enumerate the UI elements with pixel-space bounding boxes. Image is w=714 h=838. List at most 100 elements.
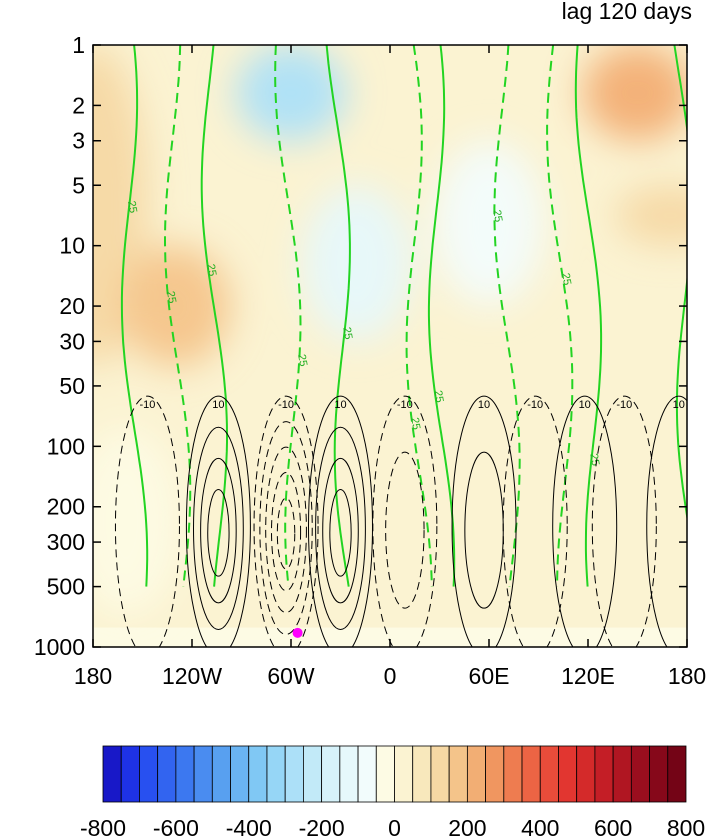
x-tick-label-5: 120E xyxy=(561,663,615,689)
colorbar-box-26 xyxy=(576,745,596,803)
green-solid-contour-0 xyxy=(120,45,149,587)
colorbar-label-5: 200 xyxy=(448,815,486,838)
x-tick-label-3: 0 xyxy=(384,663,397,689)
green-solid-contour-4 xyxy=(574,45,603,587)
colorbar-box-21 xyxy=(485,745,505,803)
green-solid-contour-3 xyxy=(427,45,456,587)
colorbar-box-22 xyxy=(503,745,523,803)
plot-marker-layer xyxy=(292,627,303,638)
y-tick-label-6: 30 xyxy=(59,328,85,354)
colorbar-box-17 xyxy=(412,745,432,803)
colorbar-box-29 xyxy=(630,745,650,803)
y-tick-label-8: 100 xyxy=(47,433,85,459)
green-dashed-contour-13 xyxy=(493,45,521,587)
green-contour-label-4: 25 xyxy=(587,453,601,467)
x-tick-label-2: 60W xyxy=(267,663,315,689)
contour-cell-label-8: -10 xyxy=(616,399,632,411)
contour-cell-2-ring-2 xyxy=(265,446,307,614)
shading-region-1 xyxy=(120,245,231,367)
colorbar-box-28 xyxy=(612,745,632,803)
contour-cell-5-ring-0 xyxy=(451,395,517,647)
y-tick-label-9: 200 xyxy=(47,494,85,520)
colorbar-box-27 xyxy=(594,745,614,803)
contour-cell-1-ring-0 xyxy=(185,395,251,647)
colorbar-box-24 xyxy=(539,745,559,803)
green-contour-label-12: 25 xyxy=(408,417,422,431)
green-contour-label-5: 25 xyxy=(686,245,700,259)
colorbar-box-15 xyxy=(375,745,395,803)
green-dashed-contour-12 xyxy=(405,45,433,587)
colorbar-box-31 xyxy=(667,745,687,803)
colorbar-box-20 xyxy=(466,745,486,803)
colorbar-box-14 xyxy=(357,745,377,803)
contour-cell-8-ring-0 xyxy=(591,395,657,647)
colorbar-box-4 xyxy=(175,745,195,803)
x-axis: 180 120W 60W 0 60E 120E 180 xyxy=(74,45,706,689)
contour-cell-2-ring-1 xyxy=(259,421,313,635)
green-contour-label-1: 25 xyxy=(204,263,218,277)
contour-cell-0-ring-0 xyxy=(114,395,180,647)
pink-marker xyxy=(292,627,303,638)
shading-region-3 xyxy=(302,185,412,342)
green-contour-label-3: 25 xyxy=(432,389,446,403)
green-dashed-contour-14 xyxy=(546,45,574,587)
colorbar-box-16 xyxy=(394,745,414,803)
contour-cell-1-ring-2 xyxy=(200,457,237,604)
y-tick-label-2: 3 xyxy=(72,128,85,154)
y-tick-label-4: 10 xyxy=(59,233,85,259)
colorbar-box-0 xyxy=(102,745,122,803)
contour-cell-2-ring-0 xyxy=(253,395,319,647)
colorbar-box-30 xyxy=(649,745,669,803)
green-contour-label-10: 25 xyxy=(164,290,178,304)
x-tick-label-6: 180 xyxy=(668,663,706,689)
colorbar-label-7: 600 xyxy=(594,815,632,838)
y-axis: 1 2 3 5 10 20 30 50 100 200 300 500 1000 xyxy=(34,32,687,660)
colorbar-box-18 xyxy=(430,745,450,803)
shading-region-4 xyxy=(434,140,544,307)
contour-cell-label-6: -10 xyxy=(527,399,543,411)
contour-cell-2-ring-4 xyxy=(276,497,296,570)
x-tick-label-4: 60E xyxy=(469,663,510,689)
contour-cell-label-9: 10 xyxy=(673,399,685,411)
colorbar-box-13 xyxy=(339,745,359,803)
contour-cell-3-ring-1 xyxy=(315,426,366,631)
x-tick-label-0: 180 xyxy=(74,663,112,689)
contour-cell-4-ring-0 xyxy=(372,395,438,647)
y-tick-label-10: 300 xyxy=(47,529,85,555)
contour-cell-7-ring-0 xyxy=(552,395,618,647)
green-contour-label-14: 25 xyxy=(559,272,573,286)
contour-cell-1-ring-1 xyxy=(193,426,244,631)
contour-cell-1-ring-3 xyxy=(207,489,230,577)
shading-region-5 xyxy=(582,45,687,141)
green-solid-contour-5 xyxy=(673,45,687,522)
contour-cell-label-7: 10 xyxy=(579,399,591,411)
colorbar-box-23 xyxy=(521,745,541,803)
green-dashed-contour-10 xyxy=(164,45,192,587)
colorbar-box-11 xyxy=(303,745,323,803)
contour-cell-4-ring-1 xyxy=(385,451,425,609)
colorbar-box-5 xyxy=(193,745,213,803)
contour-cell-label-3: 10 xyxy=(334,399,346,411)
black-contours: -10 10 -10 10 -10 10 -10 10 -10 10 xyxy=(114,395,687,647)
contour-cell-label-1: 10 xyxy=(212,399,224,411)
contour-cell-label-0: -10 xyxy=(139,399,155,411)
colorbar-label-1: -600 xyxy=(153,815,199,838)
contour-cell-6-ring-0 xyxy=(502,395,568,647)
shading-region-7 xyxy=(93,426,181,616)
shading-region-2 xyxy=(236,45,346,141)
green-dashed-contour-11 xyxy=(274,45,302,587)
y-tick-label-12: 1000 xyxy=(34,634,85,660)
colorbar-label-0: -800 xyxy=(80,815,126,838)
contour-cell-label-4: -10 xyxy=(397,399,413,411)
y-tick-label-5: 20 xyxy=(59,293,85,319)
colorbar-label-6: 400 xyxy=(521,815,559,838)
contour-cell-9-ring-0 xyxy=(646,395,687,647)
y-tick-label-11: 500 xyxy=(47,574,85,600)
colorbar-box-25 xyxy=(558,745,578,803)
contour-cell-3-ring-3 xyxy=(329,489,352,577)
contour-cell-2-ring-3 xyxy=(271,472,302,592)
colorbar-label-4: 0 xyxy=(388,815,401,838)
green-solid-contour-2 xyxy=(325,45,351,587)
shading-region-6 xyxy=(615,185,687,246)
